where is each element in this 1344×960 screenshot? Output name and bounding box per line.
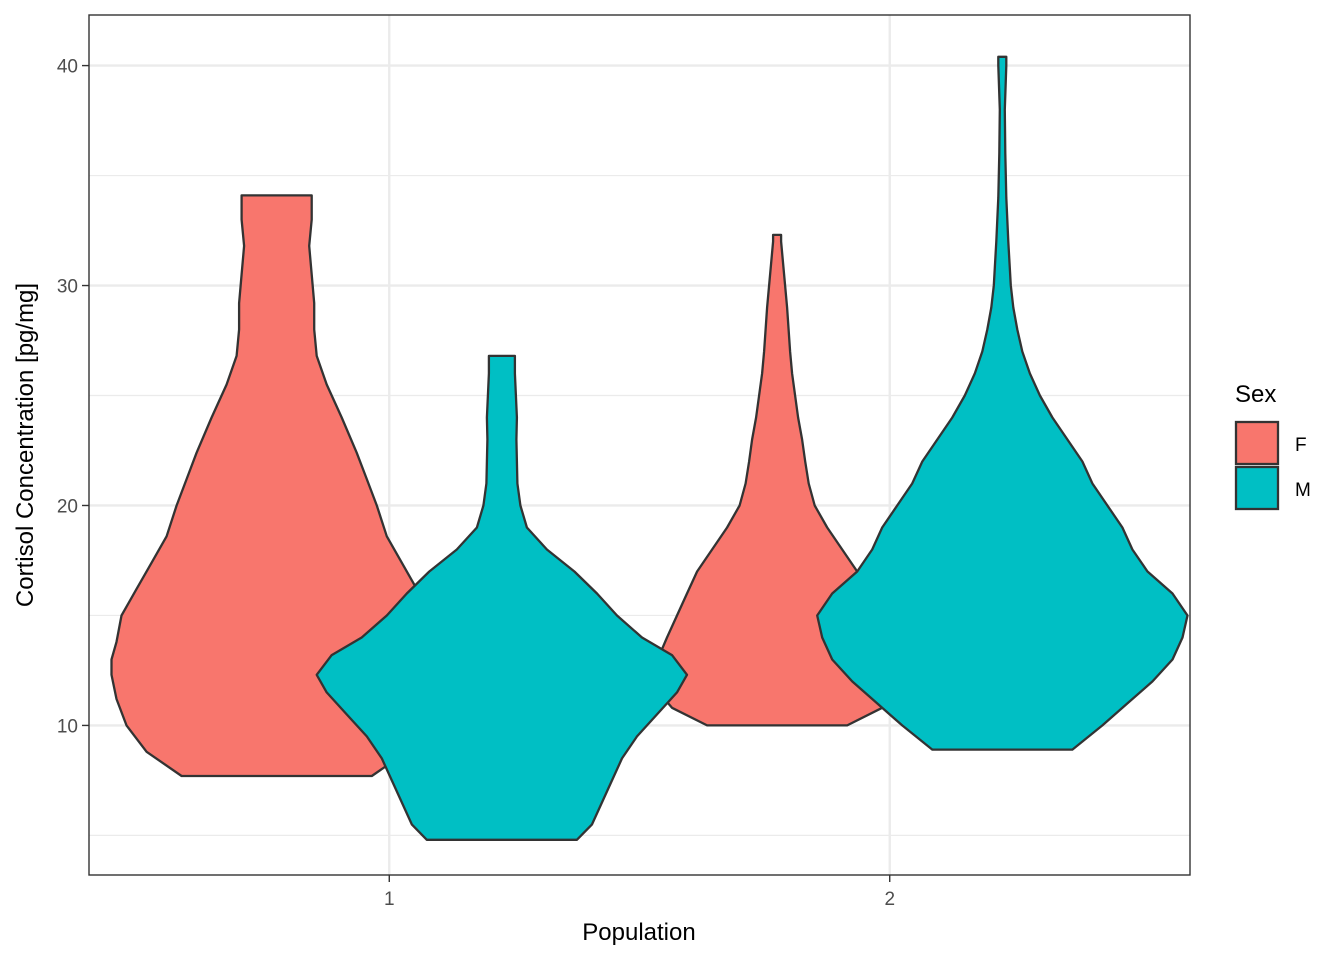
y-tick-label: 10 (57, 716, 78, 737)
legend-label-F: F (1295, 435, 1307, 456)
violin-M-1 (315, 354, 689, 841)
legend-title: Sex (1235, 381, 1276, 408)
y-tick-label: 40 (57, 57, 78, 78)
x-tick-label: 2 (884, 889, 895, 910)
legend-label-M: M (1295, 480, 1311, 501)
y-axis: 10 20 30 40 (57, 57, 89, 737)
y-tick-label: 30 (57, 277, 78, 298)
legend: Sex F M (1234, 381, 1311, 511)
violin-M-2 (816, 55, 1189, 751)
x-axis-title: Population (582, 919, 695, 946)
plot-panel-border (88, 14, 1191, 876)
y-axis-title: Cortisol Concentration [pg/mg] (12, 283, 39, 607)
y-tick-label: 20 (57, 496, 78, 517)
x-tick-label: 1 (384, 889, 395, 910)
legend-key-F (1234, 420, 1280, 466)
violins-layer (110, 55, 1189, 841)
legend-key-M (1234, 465, 1280, 511)
